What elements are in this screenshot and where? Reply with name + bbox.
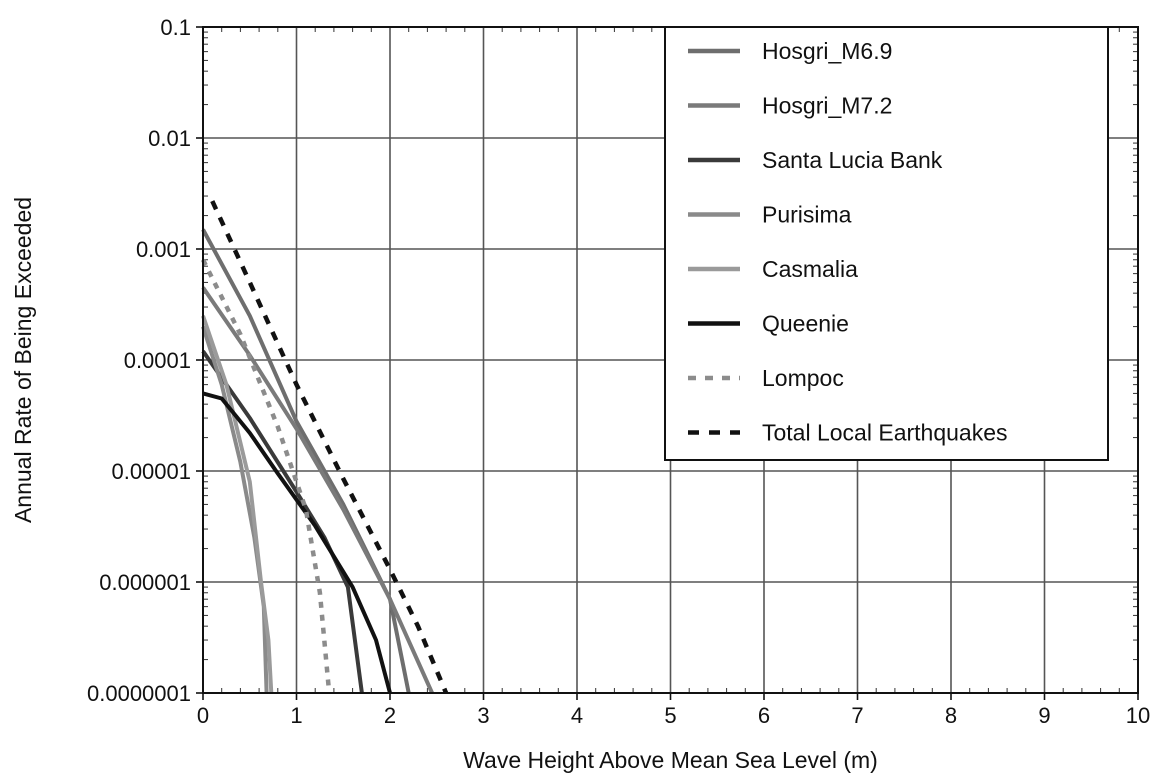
x-tick-label: 3: [477, 703, 489, 728]
y-tick-label: 0.01: [148, 126, 191, 151]
x-tick-labels: 0 1 2 3 4 5 6 7 8 9 10: [197, 703, 1150, 728]
y-tick-label: 0.00001: [111, 459, 191, 484]
x-tick-label: 6: [758, 703, 770, 728]
x-tick-label: 2: [384, 703, 396, 728]
x-tick-label: 7: [851, 703, 863, 728]
series-line-queenie: [202, 391, 392, 694]
x-tick-label: 5: [664, 703, 676, 728]
x-axis-title: Wave Height Above Mean Sea Level (m): [463, 747, 878, 773]
series-line-hosgri-m6-9: [201, 228, 411, 694]
y-tick-label: 0.0000001: [87, 681, 191, 706]
legend-label: Lompoc: [762, 365, 844, 391]
x-tick-label: 1: [290, 703, 302, 728]
x-tick-label: 9: [1038, 703, 1050, 728]
legend-label: Purisima: [762, 202, 852, 228]
series-line-santa-lucia-bank: [201, 350, 364, 694]
legend-items: Hosgri_M6.9 Hosgri_M7.2 Santa Lucia Bank Pu…: [688, 38, 1008, 446]
legend-label: Queenie: [762, 311, 849, 337]
series-line-purisima: [201, 325, 269, 694]
x-tick-label: 8: [945, 703, 957, 728]
x-tick-label: 4: [571, 703, 583, 728]
legend-label: Hosgri_M7.2: [762, 93, 892, 119]
y-tick-label: 0.000001: [99, 570, 191, 595]
series-line-lompoc: [200, 258, 332, 694]
x-tick-label: 10: [1126, 703, 1150, 728]
legend-label: Casmalia: [762, 256, 858, 282]
legend-label: Santa Lucia Bank: [762, 147, 943, 173]
series-line-casmalia: [201, 315, 274, 694]
y-axis-title: Annual Rate of Being Exceeded: [10, 197, 36, 523]
series-layer: [200, 200, 449, 694]
y-tick-labels: 0.0000001 0.000001 0.00001 0.0001 0.001 0.01 0…: [87, 15, 191, 706]
x-tick-label: 0: [197, 703, 209, 728]
series-line-total-local-earthquakes: [210, 200, 449, 694]
legend-label: Total Local Earthquakes: [762, 420, 1008, 446]
legend-label: Hosgri_M6.9: [762, 38, 892, 64]
legend-box: [664, 26, 1109, 461]
y-tick-label: 0.001: [136, 237, 191, 262]
legend: Hosgri_M6.9 Hosgri_M7.2 Santa Lucia Bank Pu…: [664, 26, 1109, 461]
y-tick-label: 0.1: [160, 15, 191, 40]
y-tick-label: 0.0001: [124, 348, 191, 373]
